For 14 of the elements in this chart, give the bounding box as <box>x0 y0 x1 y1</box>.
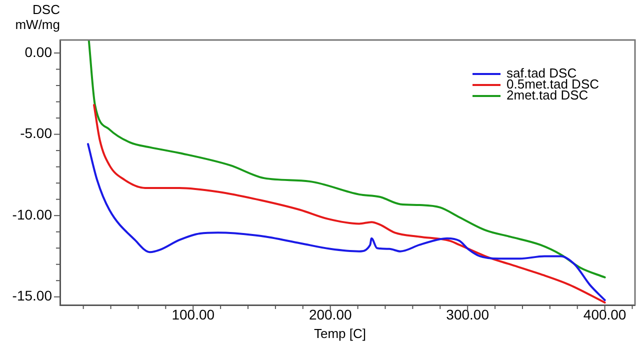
y-tick-label: -10.00 <box>12 206 52 222</box>
y-tick-label: -5.00 <box>20 125 52 142</box>
y-tick-label: 0.00 <box>24 44 52 60</box>
legend-label: 2met.tad DSC <box>506 88 588 103</box>
line-series <box>88 40 606 278</box>
y-tick-label: -15.00 <box>12 288 52 304</box>
x-tick-label: 400.00 <box>583 306 626 322</box>
line-series <box>86 143 606 302</box>
line-series <box>93 104 606 304</box>
x-tick-label: 300.00 <box>446 306 490 322</box>
x-axis-title: Temp [C] <box>312 326 367 341</box>
x-tick-label: 200.00 <box>308 306 352 322</box>
y-axis-title: DSC mW/mg <box>14 2 60 32</box>
x-tick-label: 100.00 <box>172 306 215 322</box>
